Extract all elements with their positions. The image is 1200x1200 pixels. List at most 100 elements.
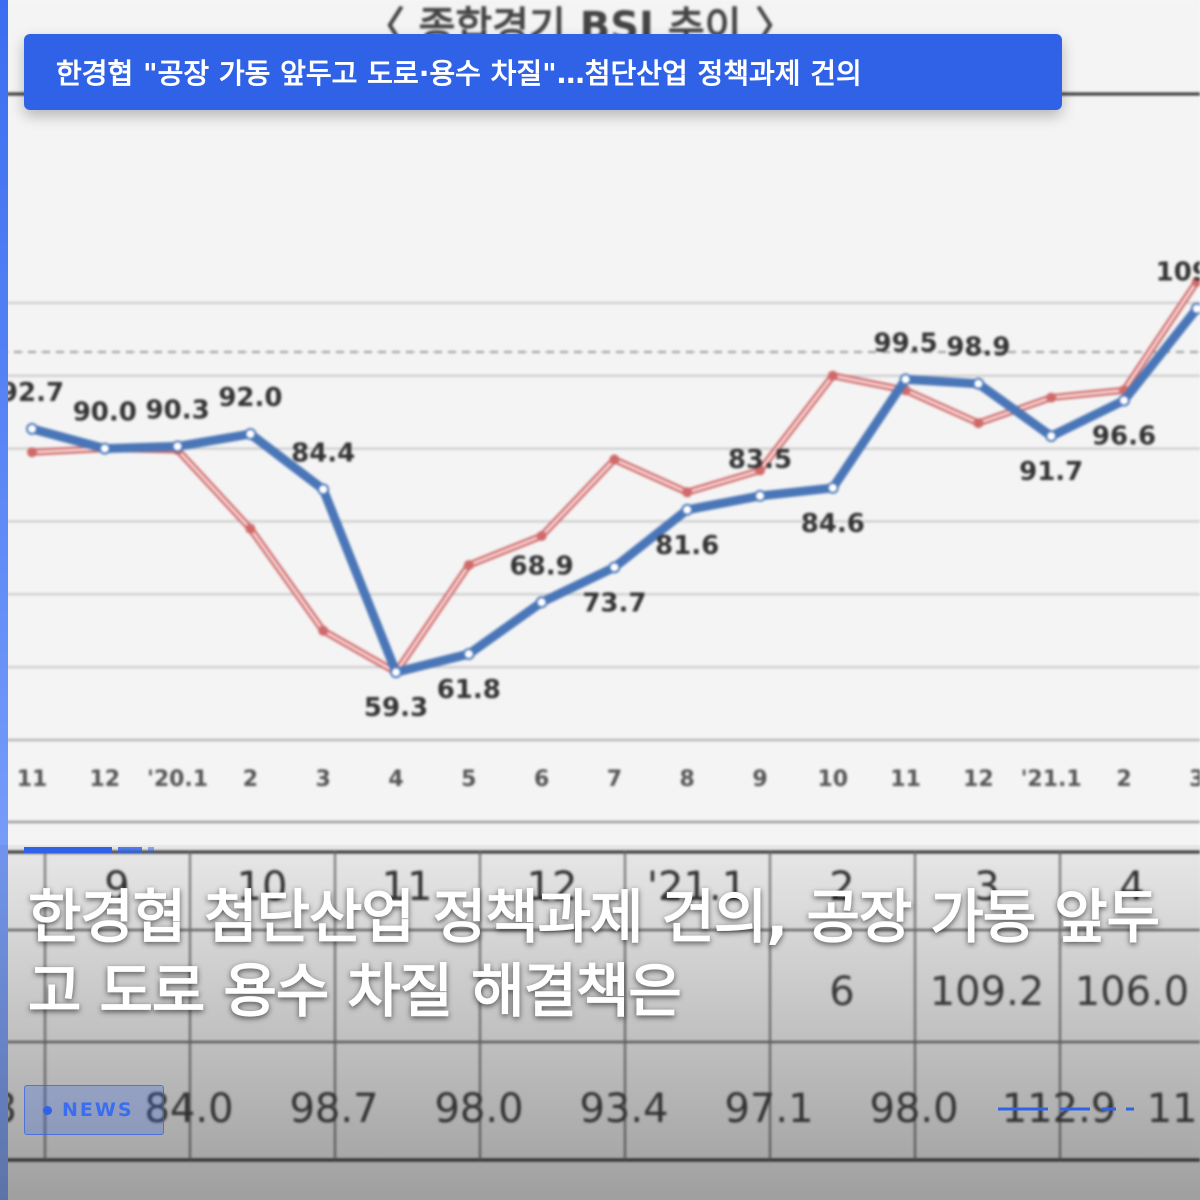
series-point [1118,394,1130,407]
table-header-cell: 10 [237,864,288,910]
badge-dot-icon [43,1105,52,1115]
table-header-cell: 11 [382,864,433,910]
data-table: 9101112'21.12346109.2106.0884.098.798.09… [0,850,1200,1162]
left-accent-bar [0,0,8,1200]
x-tick-label: 4 [388,767,403,792]
series-point [171,440,184,453]
x-tick-label: 5 [461,767,476,792]
slide-progress [24,847,154,853]
data-label: 90.0 [73,398,137,428]
table-header-cell: 12 [527,864,578,910]
series-point [973,418,984,429]
x-tick-label: 3 [1189,767,1200,792]
series-point [244,428,257,440]
series-point [681,503,694,516]
series-point [1046,392,1057,403]
x-tick-label: 11 [17,767,48,792]
chart-gridlines [0,301,1200,669]
x-tick-label: 12 [89,767,120,792]
data-label: 90.3 [146,395,210,425]
series-point [972,377,985,390]
data-label: 84.4 [291,438,355,468]
series-point [535,596,548,609]
x-tick-label: 6 [534,767,549,792]
headline-banner: 한경협 "공장 가동 앞두고 도로·용수 차질"…첨단산업 정책과제 건의 [24,34,1062,110]
x-tick-label: 7 [607,767,622,792]
article-title: 한경협 첨단산업 정책과제 건의, 공장 가동 앞두고 도로 용수 차질 해결책… [28,883,1160,1025]
series-point [463,560,474,571]
table-cell: 98.7 [289,1086,378,1132]
chart-data-labels: 92.7 90.0 90.3 92.0 84.4 59.3 61.8 68.9 73.7 81.6… [0,258,1200,724]
x-tick-label: 11 [890,767,921,792]
progress-segment [118,847,142,853]
x-tick-label: 8 [680,767,695,792]
series-point [1045,430,1058,443]
table-header-cell: 9 [104,864,129,910]
chart-series-blue [26,302,1200,679]
progress-segment [148,847,154,853]
table-cell: 111.0 [1147,1086,1200,1132]
series-point [98,442,111,455]
data-label: 91.7 [1019,457,1083,487]
table-cell: 106.0 [1075,969,1190,1015]
table-cell: 98.0 [434,1086,523,1132]
x-tick-label: 2 [243,767,258,792]
data-label: 109.2 [1156,258,1200,288]
data-label: 83.5 [728,445,792,475]
news-badge[interactable]: NEWS [24,1085,164,1135]
x-tick-label: 3 [316,767,331,792]
series-point [317,483,330,496]
table-header-cell: '21.1 [647,864,747,910]
series-point [608,561,621,574]
table-cell: 84.0 [144,1086,233,1132]
series-point [682,487,693,498]
table-cell: 98.0 [869,1086,958,1132]
table-header-cell: 2 [829,864,854,910]
series-point [245,523,256,534]
series-point [1190,302,1200,315]
x-tick-label: 2 [1116,767,1131,792]
data-label: 96.6 [1092,421,1156,451]
series-point [318,625,329,636]
x-tick-label: 9 [752,767,767,792]
x-tick-label: '20.1 [147,767,208,792]
series-point [27,447,37,458]
series-point [26,422,38,435]
data-label: 92.7 [0,378,64,408]
table-cell: 6 [829,969,854,1015]
x-tick-label: 10 [817,767,848,792]
series-point [462,648,475,661]
headline-text: 한경협 "공장 가동 앞두고 도로·용수 차질"…첨단산업 정책과제 건의 [56,57,862,90]
data-label: 81.6 [655,531,719,561]
series-point [755,465,765,476]
bottom-gradient [0,845,1200,1200]
news-badge-label: NEWS [62,1099,134,1121]
data-label: 84.6 [801,509,865,539]
series-point [1191,276,1200,287]
data-label: 61.8 [437,675,501,705]
data-label: 99.5 [874,328,938,358]
series-point [826,481,839,494]
series-point [899,373,912,386]
data-label: 68.9 [510,551,574,581]
series-point [754,489,766,502]
series-point [827,370,838,381]
table-header-cell: 3 [974,864,999,910]
table-cell: 93.4 [579,1086,668,1132]
series-point [609,454,620,465]
progress-segment [24,847,112,853]
data-label: 92.0 [218,383,282,413]
x-tick-label: 12 [963,767,994,792]
series-point [390,666,402,679]
table-cell: 109.2 [930,969,1045,1015]
dash-decoration [998,1107,1134,1111]
series-point [536,531,547,541]
data-label: 59.3 [364,693,428,723]
chart-x-tick-labels: 11 12 '20.1 2 3 4 5 6 7 8 9 10 11 12 '21.1 2 3 [17,767,1200,792]
x-tick-label: '21.1 [1021,767,1082,792]
data-label: 73.7 [582,588,646,618]
table-cell: 97.1 [724,1086,813,1132]
data-label: 98.9 [946,333,1010,363]
